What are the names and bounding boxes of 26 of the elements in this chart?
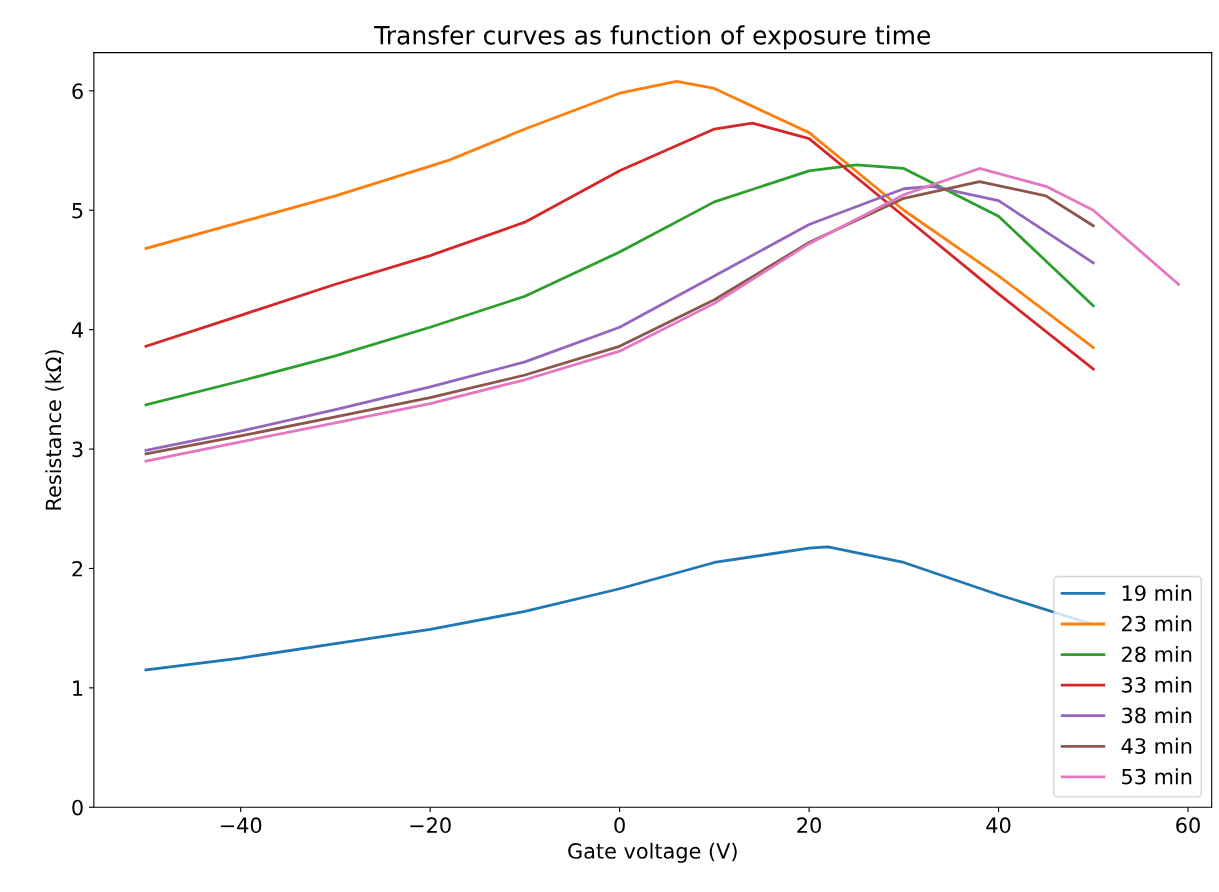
legend-label: 19 min xyxy=(1122,584,1192,601)
legend-label: 28 min xyxy=(1122,646,1192,663)
y-tick-label: 0 xyxy=(72,799,83,816)
y-tick-label: 4 xyxy=(71,322,83,338)
legend-label: 43 min xyxy=(1121,737,1192,754)
x-tick-label: 0 xyxy=(614,817,625,834)
x-tick-label: 20 xyxy=(797,817,821,834)
y-tick-label: 2 xyxy=(72,560,83,577)
legend-label: 38 min xyxy=(1122,707,1192,724)
x-tick-label: 60 xyxy=(1176,817,1200,834)
legend-label: 23 min xyxy=(1122,615,1192,632)
y-tick-label: 1 xyxy=(73,680,83,696)
line-series xyxy=(144,163,1095,407)
line-series xyxy=(144,121,1095,371)
line-series xyxy=(144,79,1095,349)
chart-title: Transfer curves as function of exposure time xyxy=(374,25,931,50)
y-tick-label: 5 xyxy=(72,202,83,219)
legend-label: 33 min xyxy=(1122,676,1192,693)
x-tick-label: −40 xyxy=(220,817,262,834)
y-axis-title: Resistance (kΩ) xyxy=(45,350,64,510)
x-axis-title: Gate voltage (V) xyxy=(568,842,737,863)
x-tick-label: 40 xyxy=(986,817,1011,834)
x-tick-label: −20 xyxy=(410,817,451,834)
y-tick-label: 3 xyxy=(72,441,83,458)
legend-label: 53 min xyxy=(1122,768,1192,785)
y-tick-label: 6 xyxy=(72,83,83,100)
